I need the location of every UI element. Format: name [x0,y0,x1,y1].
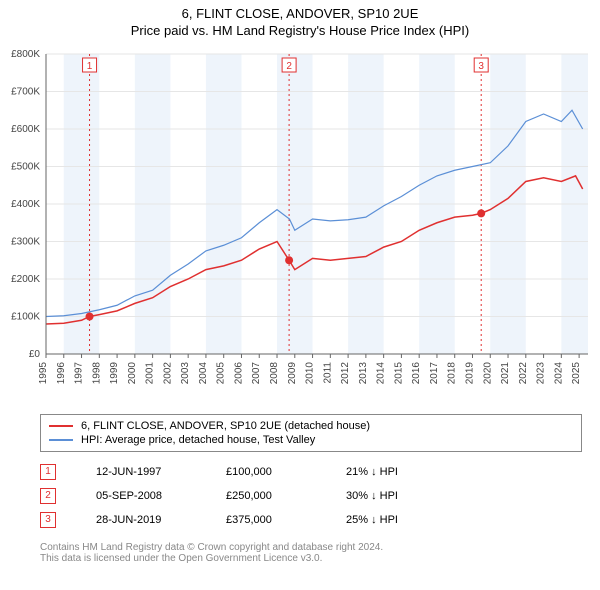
marker-date: 12-JUN-1997 [96,466,186,478]
marker-row: 3 28-JUN-2019 £375,000 25% ↓ HPI [40,508,582,532]
marker-badge: 2 [40,488,56,504]
marker-diff: 25% ↓ HPI [346,514,446,526]
svg-text:3: 3 [478,61,484,72]
svg-text:2015: 2015 [393,362,404,385]
svg-text:£500K: £500K [11,162,40,173]
marker-diff: 30% ↓ HPI [346,490,446,502]
svg-text:1996: 1996 [56,362,67,385]
svg-text:2025: 2025 [571,362,582,385]
marker-price: £375,000 [226,514,306,526]
legend-swatch [49,439,73,441]
svg-text:2000: 2000 [127,362,138,385]
svg-text:2008: 2008 [269,362,280,385]
svg-text:£400K: £400K [11,199,40,210]
marker-price: £100,000 [226,466,306,478]
marker-row: 1 12-JUN-1997 £100,000 21% ↓ HPI [40,460,582,484]
svg-text:2014: 2014 [376,362,387,385]
marker-date: 05-SEP-2008 [96,490,186,502]
footer-attribution: Contains HM Land Registry data © Crown c… [40,542,582,564]
svg-text:1998: 1998 [91,362,102,385]
legend-row: 6, FLINT CLOSE, ANDOVER, SP10 2UE (detac… [49,419,573,433]
svg-text:2004: 2004 [198,362,209,385]
svg-text:2002: 2002 [162,362,173,385]
svg-text:2024: 2024 [553,362,564,385]
footer-line-2: This data is licensed under the Open Gov… [40,553,582,564]
svg-text:£600K: £600K [11,124,40,135]
legend-label: HPI: Average price, detached house, Test… [81,434,315,446]
svg-text:2022: 2022 [518,362,529,385]
svg-text:2011: 2011 [322,362,333,384]
svg-text:£800K: £800K [11,49,40,60]
marker-diff: 21% ↓ HPI [346,466,446,478]
footer-line-1: Contains HM Land Registry data © Crown c… [40,542,582,553]
svg-text:2019: 2019 [464,362,475,385]
svg-text:2012: 2012 [340,362,351,385]
svg-text:£0: £0 [29,349,41,360]
svg-text:2018: 2018 [447,362,458,385]
chart-container: 6, FLINT CLOSE, ANDOVER, SP10 2UE Price … [0,6,600,564]
svg-text:2001: 2001 [145,362,156,385]
svg-text:2017: 2017 [429,362,440,385]
svg-text:1999: 1999 [109,362,120,385]
svg-text:£700K: £700K [11,87,40,98]
svg-text:2023: 2023 [536,362,547,385]
marker-row: 2 05-SEP-2008 £250,000 30% ↓ HPI [40,484,582,508]
chart-title: 6, FLINT CLOSE, ANDOVER, SP10 2UE [0,6,600,21]
marker-price: £250,000 [226,490,306,502]
svg-text:1995: 1995 [38,362,49,385]
svg-text:2007: 2007 [251,362,262,385]
svg-text:2020: 2020 [482,362,493,385]
marker-date: 28-JUN-2019 [96,514,186,526]
svg-text:2005: 2005 [216,362,227,385]
chart-subtitle: Price paid vs. HM Land Registry's House … [0,23,600,38]
svg-text:2003: 2003 [180,362,191,385]
marker-badge: 1 [40,464,56,480]
plot-area: £0 £100K £200K £300K £400K £500K £600K £700K £80… [0,46,600,406]
svg-text:£200K: £200K [11,274,40,285]
svg-text:1: 1 [87,61,93,72]
svg-text:2021: 2021 [500,362,511,385]
svg-text:2016: 2016 [411,362,422,385]
marker-table: 1 12-JUN-1997 £100,000 21% ↓ HPI 2 05-SEP-200… [40,460,582,532]
svg-text:2010: 2010 [305,362,316,385]
legend-label: 6, FLINT CLOSE, ANDOVER, SP10 2UE (detac… [81,420,370,432]
svg-text:£300K: £300K [11,237,40,248]
svg-text:1997: 1997 [74,362,85,385]
svg-text:2013: 2013 [358,362,369,385]
marker-badge: 3 [40,512,56,528]
legend: 6, FLINT CLOSE, ANDOVER, SP10 2UE (detac… [40,414,582,452]
svg-text:2: 2 [286,61,292,72]
svg-text:2006: 2006 [233,362,244,385]
chart-svg: £0 £100K £200K £300K £400K £500K £600K £700K £80… [0,46,600,406]
legend-swatch [49,425,73,427]
legend-row: HPI: Average price, detached house, Test… [49,433,573,447]
svg-text:2009: 2009 [287,362,298,385]
svg-text:£100K: £100K [11,312,40,323]
